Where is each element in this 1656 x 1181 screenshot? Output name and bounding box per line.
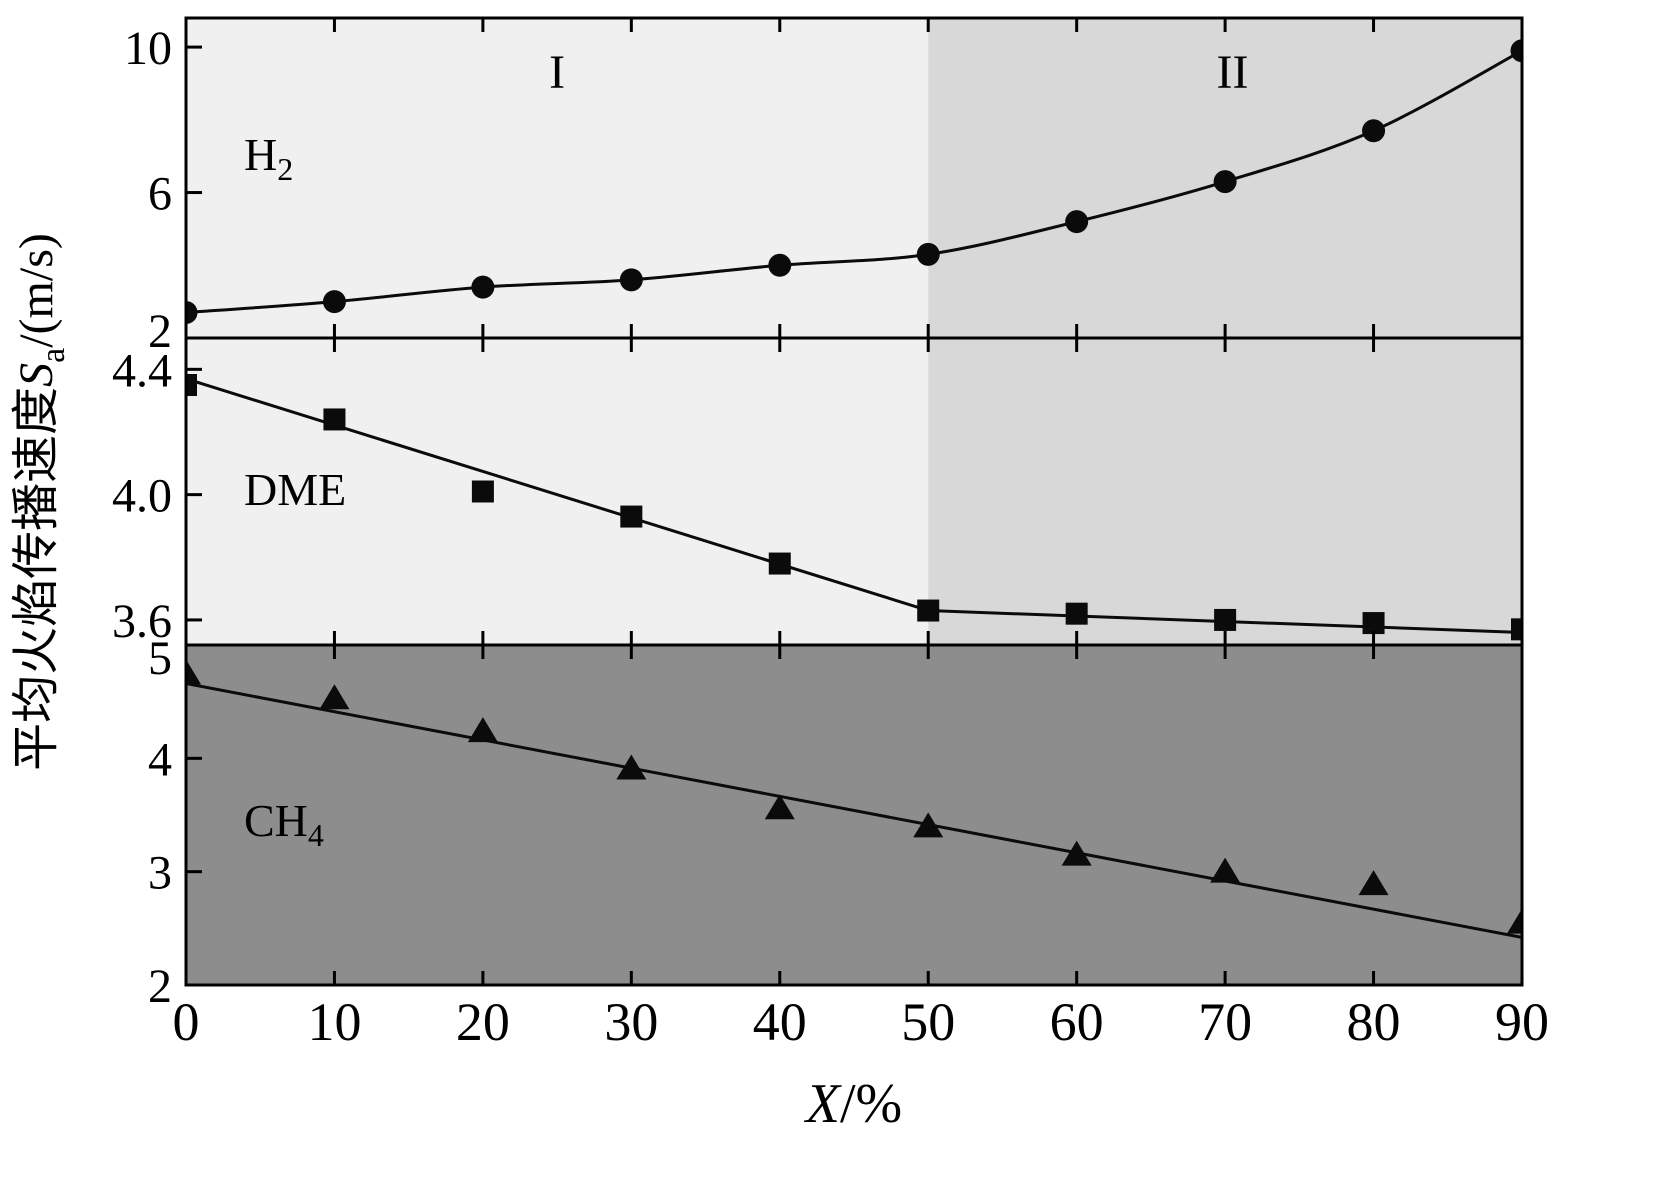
x-tick-label: 0 <box>173 992 200 1052</box>
x-axis-label: X/% <box>804 1073 902 1135</box>
h2-point <box>471 275 495 299</box>
x-tick-label: 20 <box>456 992 510 1052</box>
x-tick-label: 90 <box>1495 992 1549 1052</box>
x-tick-label: 60 <box>1050 992 1104 1052</box>
h2-point <box>1510 39 1522 63</box>
dme-point <box>323 408 346 431</box>
ch4-point <box>1061 840 1092 866</box>
region-label-II: II <box>1217 46 1249 99</box>
x-tick-label: 80 <box>1347 992 1401 1052</box>
ch4-point <box>616 754 647 780</box>
h2-point <box>1362 119 1386 143</box>
ch4-point <box>1358 870 1389 896</box>
ch4-trend-line <box>186 682 1522 939</box>
panel-dme: 3.6 4.0 4.4 DME <box>112 336 1524 648</box>
h2-point <box>619 268 643 292</box>
h2-point <box>1065 210 1089 234</box>
dme-point <box>620 505 643 528</box>
h2-series-line <box>186 49 1522 315</box>
dme-point <box>186 373 197 396</box>
y-tick-label: 4 <box>148 733 172 786</box>
y-tick-label: 4.0 <box>112 470 172 523</box>
panel-frame <box>184 643 1524 987</box>
y-tick-label: 2 <box>148 960 172 1013</box>
h2-point <box>768 253 792 277</box>
region-label-I: I <box>549 46 565 99</box>
panel-h2: 2 6 10 H2 <box>124 16 1524 358</box>
dme-point <box>768 552 791 575</box>
dme-point <box>1511 618 1522 641</box>
ch4-panel-label: CH4 <box>244 795 324 853</box>
h2-point <box>322 290 346 314</box>
x-tick-label: 70 <box>1198 992 1252 1052</box>
h2-panel-label: H2 <box>244 129 293 187</box>
ch4-point <box>319 684 350 710</box>
y-tick-label: 3 <box>148 847 172 900</box>
region-II-shading <box>928 338 1522 645</box>
dme-panel-label: DME <box>244 464 346 515</box>
ch4-point <box>913 812 944 838</box>
x-tick-label: 10 <box>307 992 361 1052</box>
ch4-point <box>1210 857 1241 883</box>
h2-point <box>1213 170 1237 194</box>
y-tick-label: 3.6 <box>112 595 172 648</box>
y-tick-label: 4.4 <box>112 344 172 397</box>
y-axis-label: 平均火焰传播速度Sa/(m/s) <box>10 233 72 771</box>
ch4-point <box>1507 908 1522 934</box>
x-tick-label: 50 <box>901 992 955 1052</box>
x-tick-label: 30 <box>604 992 658 1052</box>
panel-background <box>186 645 1522 985</box>
ch4-point <box>186 659 201 685</box>
y-tick-label: 5 <box>148 632 172 685</box>
ch4-point <box>764 794 795 820</box>
dme-point <box>1214 608 1237 631</box>
dme-point <box>1362 612 1385 635</box>
h2-point <box>916 242 940 266</box>
dme-point <box>1065 602 1088 625</box>
ch4-point <box>467 717 498 743</box>
h2-point <box>186 301 198 325</box>
dme-point <box>917 599 940 622</box>
y-tick-label: 6 <box>148 168 172 221</box>
region-I-shading <box>186 338 929 645</box>
y-tick-label: 2 <box>148 305 172 358</box>
y-tick-label: 10 <box>124 22 172 75</box>
dme-point <box>471 480 494 503</box>
x-tick-label: 40 <box>753 992 807 1052</box>
panel-ch4: 2 3 4 5 CH4 <box>148 632 1524 1013</box>
